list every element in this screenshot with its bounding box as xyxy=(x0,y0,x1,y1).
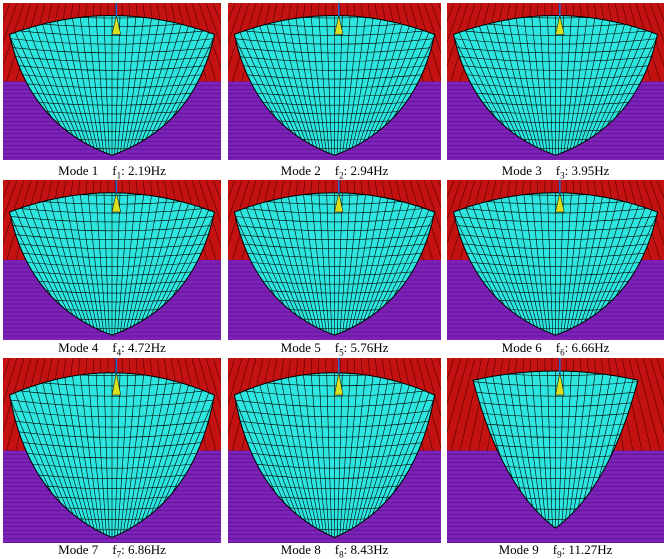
mode-label: Mode 1 xyxy=(58,163,98,178)
mode-shape-image xyxy=(3,358,221,543)
mode-label: Mode 3 xyxy=(502,163,542,178)
mode-label: Mode 7 xyxy=(58,542,98,557)
mode-shape-image xyxy=(447,358,664,543)
mode-label: Mode 6 xyxy=(502,340,542,355)
mode-shape-image xyxy=(228,3,441,160)
caption: Mode 2f2: 2.94Hz xyxy=(228,163,441,181)
mode-label: Mode 4 xyxy=(58,340,98,355)
frequency-value: : 2.94Hz xyxy=(344,163,389,178)
caption: Mode 7f7: 6.86Hz xyxy=(3,542,221,559)
mode-shape-image xyxy=(228,358,441,543)
mode-shape-image xyxy=(3,180,221,340)
caption: Mode 9f9: 11.27Hz xyxy=(447,542,664,559)
frequency-value: : 3.95Hz xyxy=(565,163,610,178)
frequency-value: : 6.86Hz xyxy=(121,542,166,557)
frequency-value: : 2.19Hz xyxy=(121,163,166,178)
caption: Mode 1f1: 2.19Hz xyxy=(3,163,221,181)
figure: Mode 1f1: 2.19Hz Mode 2f2: 2.94Hz Mode 3f3… xyxy=(0,0,667,559)
mode-label: Mode 5 xyxy=(281,340,321,355)
mode-label: Mode 9 xyxy=(499,542,539,557)
caption: Mode 5f5: 5.76Hz xyxy=(228,340,441,358)
caption: Mode 6f6: 6.66Hz xyxy=(447,340,664,358)
mode-shape-image xyxy=(3,3,221,160)
frequency-value: : 8.43Hz xyxy=(344,542,389,557)
mode-label: Mode 2 xyxy=(281,163,321,178)
frequency-value: : 11.27Hz xyxy=(562,542,613,557)
mode-shape-image xyxy=(447,3,664,160)
frequency-value: : 4.72Hz xyxy=(121,340,166,355)
mode-shape-image xyxy=(228,180,441,340)
frequency-value: : 6.66Hz xyxy=(565,340,610,355)
mode-shape-image xyxy=(447,180,664,340)
caption: Mode 3f3: 3.95Hz xyxy=(447,163,664,181)
mode-label: Mode 8 xyxy=(281,542,321,557)
frequency-value: : 5.76Hz xyxy=(344,340,389,355)
